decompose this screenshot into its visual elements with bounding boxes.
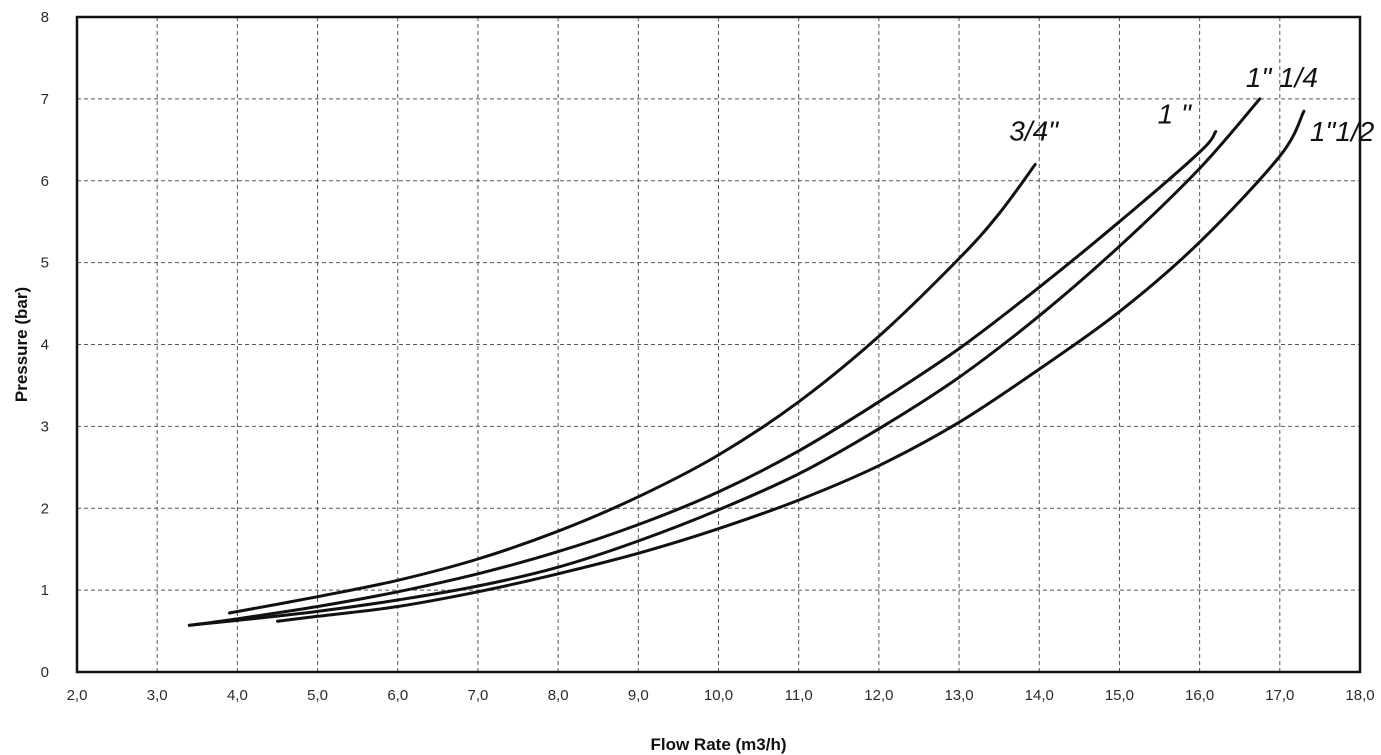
x-tick-label: 14,0 <box>1025 687 1054 704</box>
y-axis-title: Pressure (bar) <box>12 287 31 402</box>
x-tick-label: 13,0 <box>944 687 973 704</box>
y-axis-ticks: 0 1 2 3 4 5 6 7 8 <box>41 9 49 681</box>
x-tick-label: 6,0 <box>387 687 408 704</box>
y-tick-label: 6 <box>41 173 49 190</box>
x-tick-label: 15,0 <box>1105 687 1134 704</box>
x-tick-label: 9,0 <box>628 687 649 704</box>
series-label-one-inch: 1 " <box>1158 99 1192 130</box>
y-tick-label: 7 <box>41 91 49 108</box>
curve-one-and-half-inch <box>276 109 1306 623</box>
x-tick-label: 16,0 <box>1185 687 1214 704</box>
y-tick-label: 2 <box>41 500 49 517</box>
x-axis-title: Flow Rate (m3/h) <box>650 735 786 754</box>
x-tick-label: 2,0 <box>67 687 88 704</box>
x-axis-ticks: 2,0 3,0 4,0 5,0 6,0 7,0 8,0 9,0 10,0 11,0 12,0 13,0… <box>67 687 1375 704</box>
x-tick-label: 5,0 <box>307 687 328 704</box>
curve-one-and-quarter-inch <box>187 97 1262 627</box>
x-tick-label: 4,0 <box>227 687 248 704</box>
x-tick-label: 11,0 <box>785 687 813 704</box>
x-tick-label: 10,0 <box>704 687 733 704</box>
grid <box>77 17 1360 672</box>
series-labels: 3/4" 1 " 1" 1/4 1"1/2 <box>1009 62 1374 147</box>
x-tick-label: 17,0 <box>1265 687 1294 704</box>
plot-area-frame <box>75 15 1362 674</box>
x-tick-label: 12,0 <box>864 687 893 704</box>
y-tick-label: 0 <box>41 664 49 681</box>
curves <box>187 97 1306 627</box>
y-tick-label: 5 <box>41 255 49 272</box>
series-label-one-and-half-inch: 1"1/2 <box>1310 116 1375 147</box>
y-tick-label: 3 <box>41 418 49 435</box>
y-tick-label: 1 <box>41 582 49 599</box>
x-tick-label: 8,0 <box>548 687 569 704</box>
curve-three-quarter-inch <box>227 162 1037 615</box>
y-tick-label: 8 <box>41 9 49 26</box>
series-label-three-quarter-inch: 3/4" <box>1009 115 1059 146</box>
x-tick-label: 18,0 <box>1345 687 1374 704</box>
y-tick-label: 4 <box>41 337 49 354</box>
x-tick-label: 3,0 <box>147 687 168 704</box>
x-tick-label: 7,0 <box>468 687 489 704</box>
series-label-one-and-quarter-inch: 1" 1/4 <box>1246 62 1318 93</box>
curve-one-inch <box>187 130 1218 627</box>
